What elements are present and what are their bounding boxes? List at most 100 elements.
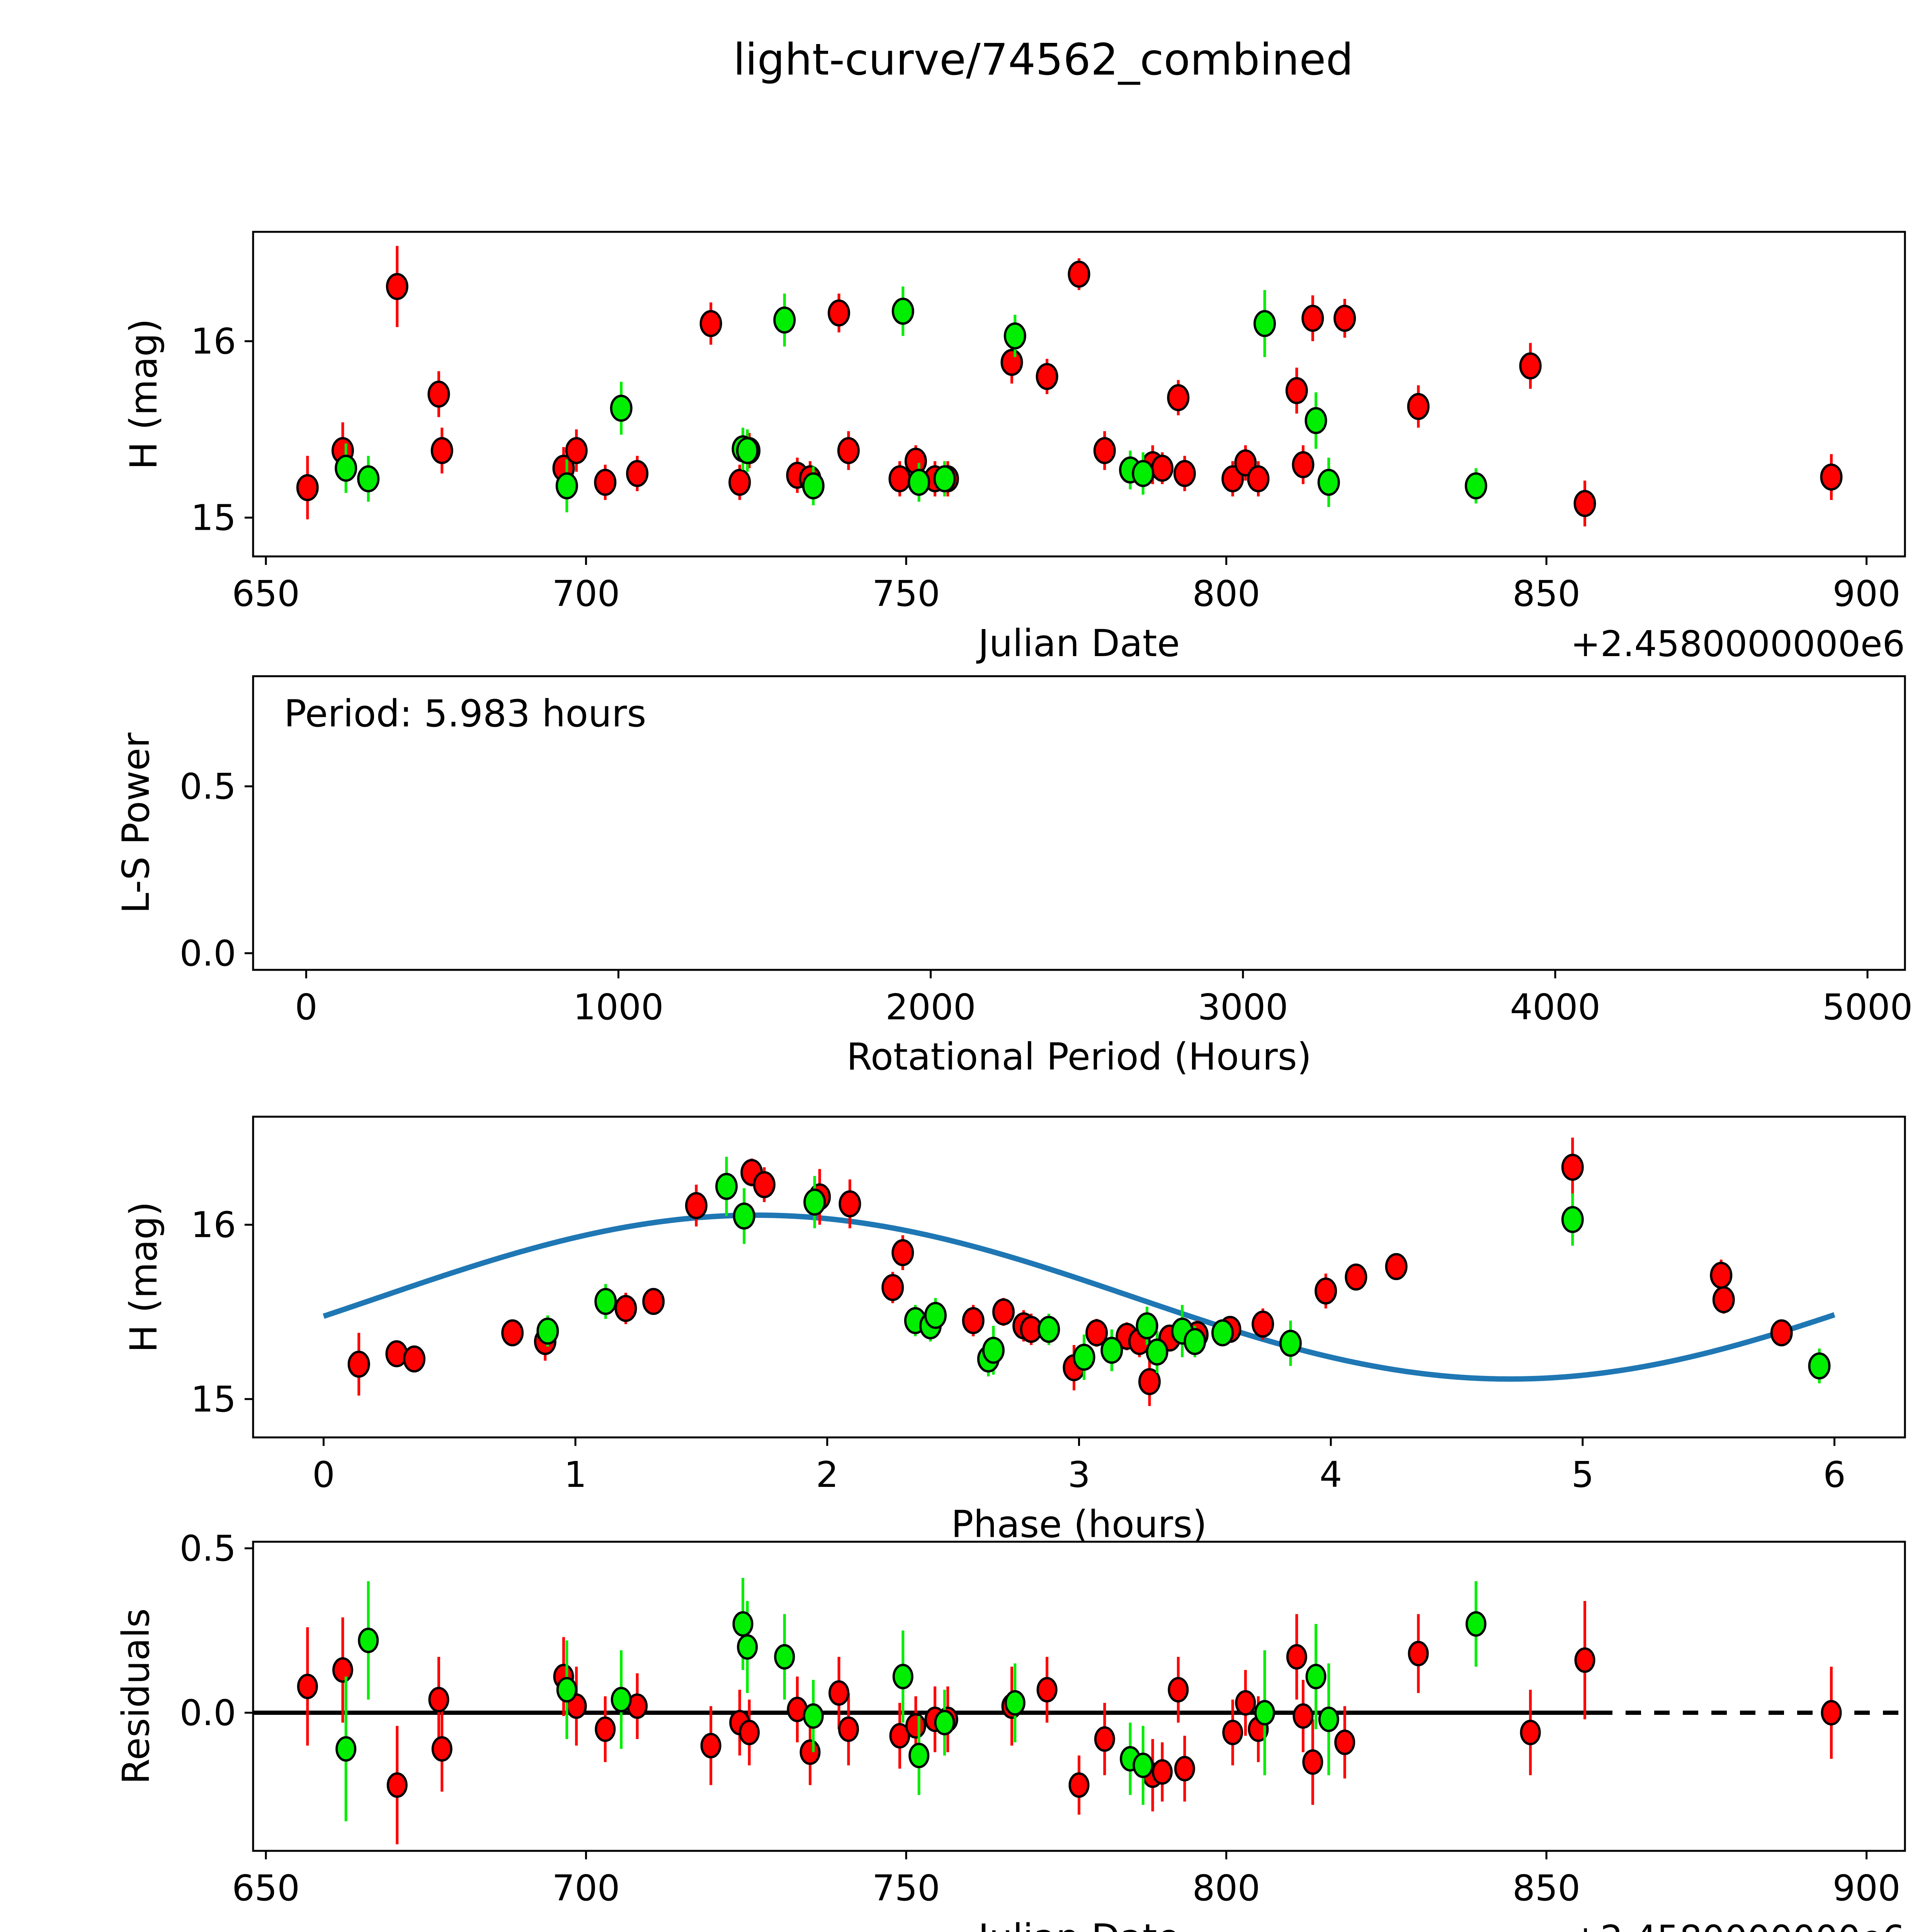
data-point: [565, 437, 588, 464]
data-point: [1520, 1719, 1541, 1745]
data-point: [1222, 1719, 1243, 1745]
data-point: [1168, 1677, 1189, 1702]
x-offset-label: +2.4580000000e6: [1571, 1918, 1905, 1932]
data-point: [933, 465, 956, 493]
data-point: [1345, 1264, 1367, 1291]
data-point: [642, 1288, 665, 1315]
data-point: [1561, 1153, 1584, 1181]
data-point: [428, 1687, 449, 1713]
data-point: [1073, 1344, 1095, 1371]
data-point: [1465, 1611, 1486, 1637]
series-red: [297, 1601, 1842, 1844]
data-point: [556, 1677, 577, 1702]
data-point: [732, 1611, 753, 1637]
data-point: [430, 437, 453, 464]
data-point: [431, 1736, 452, 1762]
data-point: [828, 1680, 850, 1706]
data-point: [1173, 460, 1196, 487]
data-point: [828, 299, 850, 327]
y-axis-label: L-S Power: [114, 732, 158, 913]
data-point: [1253, 310, 1276, 337]
data-point: [347, 1350, 370, 1378]
data-point: [753, 1171, 776, 1198]
data-point: [1174, 1756, 1195, 1782]
data-point: [611, 1687, 632, 1713]
data-point: [1285, 377, 1308, 404]
x-tick-label: 900: [1833, 1867, 1901, 1909]
data-point: [1407, 393, 1430, 420]
data-point: [610, 395, 633, 422]
data-point: [403, 1345, 426, 1373]
data-point: [335, 1736, 357, 1762]
data-point: [536, 1317, 559, 1345]
data-point: [1093, 437, 1116, 464]
data-point: [1211, 1319, 1234, 1347]
x-tick-label: 900: [1833, 573, 1901, 614]
data-point: [1334, 1730, 1355, 1755]
panel-residuals: 650 700 750 800 850 900 0.0 0.5 Julian Date Resid…: [0, 1528, 1932, 1932]
data-point: [1138, 1368, 1161, 1395]
period-annotation: Period: 5.983 hours: [284, 692, 646, 735]
data-point: [1279, 1330, 1302, 1357]
data-point: [1808, 1352, 1831, 1380]
data-point: [881, 1274, 904, 1301]
y-axis-label: Residuals: [114, 1608, 158, 1784]
y-tick-label: 0.0: [180, 933, 236, 974]
x-axis-label: Julian Date: [976, 1916, 1180, 1932]
data-point: [1574, 1647, 1595, 1673]
y-tick-label: 0.5: [180, 766, 236, 807]
x-tick-label: 750: [872, 573, 940, 614]
data-point: [1167, 384, 1190, 412]
y-axis-label: H (mag): [122, 319, 165, 470]
x-tick-label: 800: [1192, 573, 1260, 614]
x-tick-label: 0: [312, 1454, 335, 1495]
data-point: [1293, 1703, 1314, 1729]
x-tick-label: 0: [295, 986, 318, 1028]
data-point: [1464, 472, 1487, 500]
y-tick-label: 15: [191, 1379, 236, 1420]
data-point: [1132, 460, 1155, 487]
x-tick-label: 700: [552, 573, 620, 614]
data-point: [1286, 1644, 1307, 1670]
y-tick-label: 0.5: [180, 1528, 236, 1569]
data-point: [386, 1772, 408, 1798]
x-tick-label: 850: [1512, 1867, 1580, 1909]
data-point: [594, 469, 617, 496]
x-tick-label: 4000: [1510, 986, 1600, 1028]
y-tick-label: 16: [191, 321, 236, 362]
data-point: [736, 437, 759, 464]
y-axis-label: H (mag): [122, 1202, 165, 1353]
data-point: [1317, 469, 1340, 496]
data-point: [357, 465, 380, 493]
data-point: [1305, 1663, 1327, 1689]
x-tick-label: 850: [1512, 573, 1580, 614]
data-point: [1820, 463, 1843, 491]
data-point: [799, 1739, 821, 1765]
axes-panel-residuals: 650 700 750 800 850 900 0.0 0.5 Julian Date Resid…: [114, 1528, 1906, 1932]
data-point: [1302, 1749, 1323, 1775]
data-point: [386, 273, 408, 300]
data-point: [982, 1337, 1005, 1364]
series-red: [296, 246, 1843, 527]
panel-phasefold: 0 1 2 3 4 5 6 15 16 Phase (hours) H (mag): [0, 1105, 1932, 1561]
data-point: [1151, 1759, 1173, 1785]
data-point: [739, 1719, 760, 1745]
data-point: [908, 469, 930, 496]
data-point: [1004, 1690, 1026, 1716]
x-tick-label: 4: [1320, 1454, 1342, 1495]
data-point: [1184, 1328, 1206, 1355]
x-offset-label: +2.4580000000e6: [1571, 623, 1905, 665]
data-point: [685, 1192, 707, 1219]
x-tick-label: 2: [816, 1454, 839, 1495]
plot-frame: [252, 231, 1906, 558]
data-point: [838, 1716, 859, 1742]
axes-panel-lightcurve: 650 700 750 800 850 900 15 16 Julian Date H (mag)…: [122, 231, 1906, 665]
data-point: [1000, 349, 1023, 376]
x-tick-label: 1000: [573, 986, 663, 1028]
data-point: [614, 1295, 637, 1322]
x-axis-label: Rotational Period (Hours): [847, 1035, 1312, 1078]
data-point: [501, 1319, 524, 1347]
data-point: [296, 474, 319, 501]
series-green: [335, 1578, 1486, 1821]
series-green: [335, 286, 1487, 512]
